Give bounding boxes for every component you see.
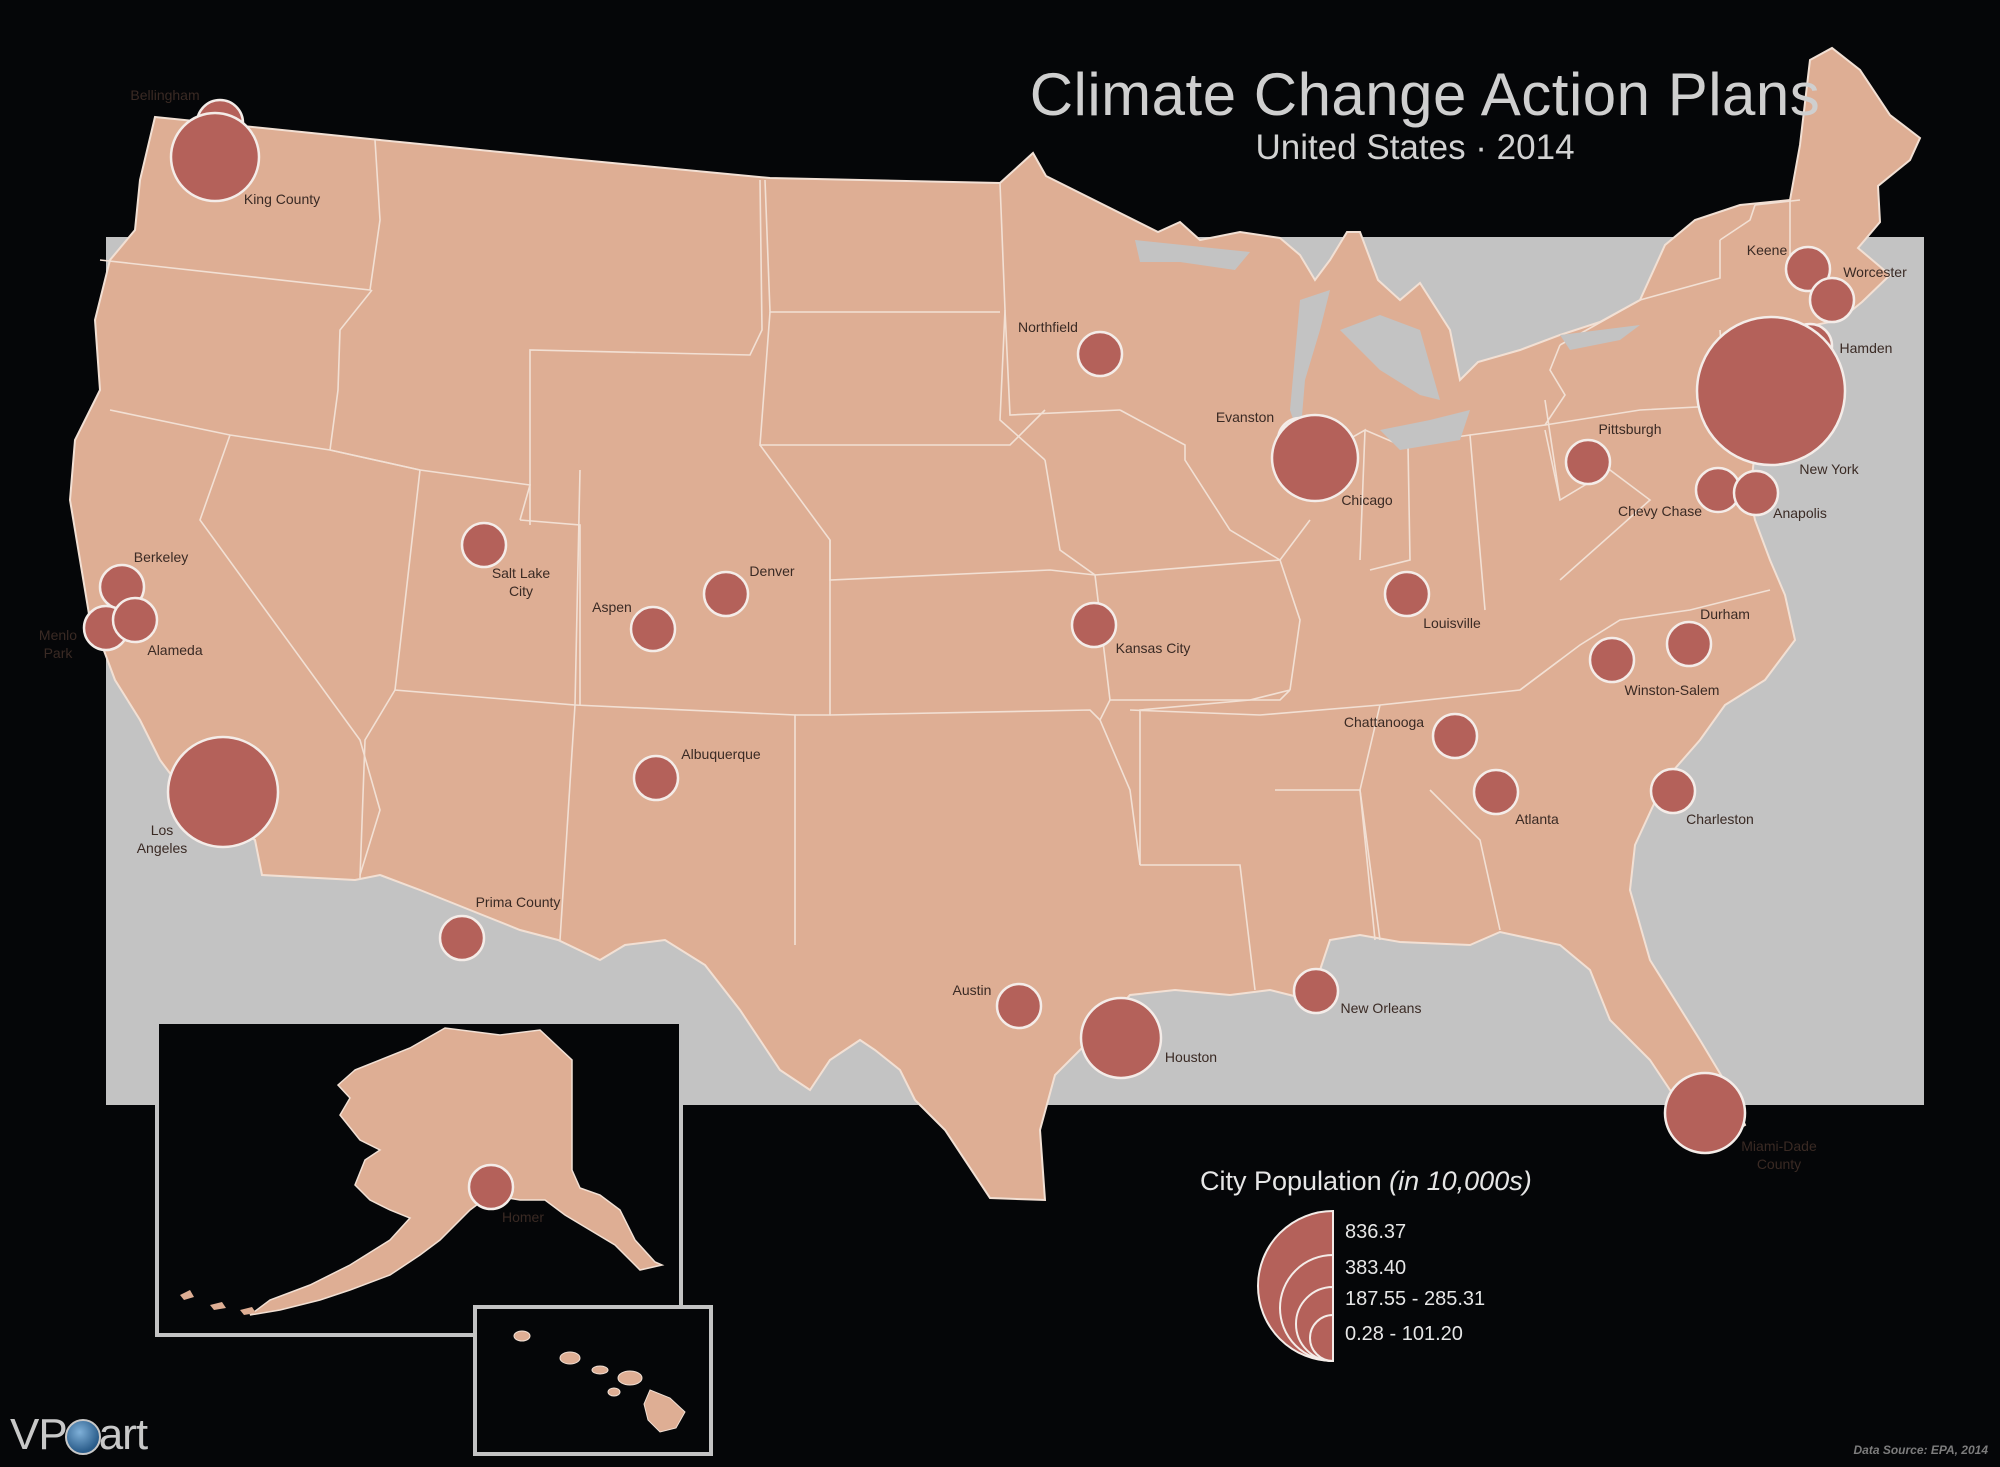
city-bubble-alameda[interactable] (111, 596, 159, 644)
city-label-keene: Keene (1747, 242, 1788, 258)
city-label-worcester: Worcester (1843, 264, 1907, 280)
city-label-salt-lake-city: Salt Lake City (492, 565, 551, 599)
city-bubble-miami-dade-county[interactable] (1663, 1071, 1747, 1155)
legend-bubble-101 (1309, 1313, 1334, 1363)
city-label-anapolis: Anapolis (1773, 505, 1827, 521)
brand-left: VP (10, 1410, 68, 1459)
great-lakes (1135, 240, 1640, 450)
city-label-chevy-chase: Chevy Chase (1618, 503, 1702, 519)
city-bubble-louisville[interactable] (1383, 570, 1431, 618)
city-label-houston: Houston (1165, 1049, 1217, 1065)
city-label-louisville: Louisville (1423, 615, 1481, 631)
city-label-chicago: Chicago (1341, 492, 1393, 508)
city-label-los-angeles: Los Angeles (137, 822, 188, 856)
city-bubble-durham[interactable] (1665, 620, 1713, 668)
city-label-northfield: Northfield (1018, 319, 1078, 335)
legend-class-2: 383.40 (1345, 1257, 1407, 1279)
city-label-homer: Homer (502, 1209, 544, 1225)
data-source: Data Source: EPA, 2014 (1853, 1443, 1988, 1457)
city-bubble-worcester[interactable] (1808, 276, 1856, 324)
legend-title-text: City Population (1200, 1166, 1382, 1196)
city-bubble-salt-lake-city[interactable] (460, 521, 508, 569)
legend-title-units: (in 10,000s) (1389, 1166, 1532, 1196)
brand-right: art (98, 1410, 148, 1459)
city-label-kansas-city: Kansas City (1116, 640, 1191, 656)
map-subtitle: United States · 2014 (1255, 128, 1575, 167)
hawaii-inset-frame (473, 1305, 713, 1456)
vpcart-logo: VP art (10, 1410, 148, 1460)
city-label-hamden: Hamden (1840, 340, 1893, 356)
city-bubble-king-county[interactable] (169, 111, 261, 203)
city-bubble-winston-salem[interactable] (1588, 636, 1636, 684)
city-label-berkeley: Berkeley (134, 549, 188, 565)
city-label-new-orleans: New Orleans (1341, 1000, 1422, 1016)
us-lower48-land (68, 46, 1922, 1202)
city-label-atlanta: Atlanta (1515, 811, 1559, 827)
city-bubble-anapolis[interactable] (1732, 469, 1780, 517)
city-label-aspen: Aspen (592, 599, 632, 615)
legend-class-1: 836.37 (1345, 1221, 1407, 1243)
city-label-austin: Austin (953, 982, 992, 998)
city-label-king-county: King County (244, 191, 320, 207)
city-bubble-chattanooga[interactable] (1431, 712, 1479, 760)
hawaii-islands (513, 1330, 686, 1433)
city-label-new-york: New York (1799, 461, 1859, 477)
city-bubble-prima-county[interactable] (438, 914, 486, 962)
globe-icon (64, 1419, 101, 1456)
city-bubbles (82, 98, 1856, 1211)
city-bubble-chicago[interactable] (1270, 413, 1360, 503)
legend-title: City Population (in 10,000s) (1200, 1166, 1532, 1197)
city-bubble-albuquerque[interactable] (632, 754, 680, 802)
city-label-miami-dade-county: Miami-Dade County (1741, 1138, 1817, 1172)
city-label-prima-county: Prima County (476, 894, 561, 910)
city-label-charleston: Charleston (1686, 811, 1754, 827)
city-label-evanston: Evanston (1216, 409, 1274, 425)
city-bubble-homer[interactable] (467, 1163, 515, 1211)
city-bubble-new-orleans[interactable] (1292, 967, 1340, 1015)
city-label-alameda: Alameda (147, 642, 202, 658)
city-label-chattanooga: Chattanooga (1344, 714, 1424, 730)
city-bubble-charleston[interactable] (1649, 767, 1697, 815)
city-label-menlo-park: Menlo Park (39, 627, 77, 661)
city-bubble-kansas-city[interactable] (1070, 601, 1118, 649)
city-label-durham: Durham (1700, 606, 1750, 622)
city-bubble-atlanta[interactable] (1472, 768, 1520, 816)
legend-bubbles (1257, 1209, 1334, 1363)
city-bubble-los-angeles[interactable] (166, 735, 280, 849)
city-label-pittsburgh: Pittsburgh (1598, 421, 1661, 437)
city-labels: Bellingham King County Northfield Evanston C… (39, 87, 1907, 1225)
alaska-land (249, 1027, 665, 1316)
city-bubble-keene[interactable] (1784, 245, 1832, 293)
map-title: Climate Change Action Plans (1029, 61, 1821, 128)
city-label-winston-salem: Winston-Salem (1625, 682, 1720, 698)
city-label-denver: Denver (749, 563, 794, 579)
city-label-bellingham: Bellingham (130, 87, 199, 103)
city-bubble-northfield[interactable] (1076, 330, 1124, 378)
city-bubble-houston[interactable] (1079, 996, 1163, 1080)
legend-class-3: 187.55 - 285.31 (1345, 1288, 1486, 1310)
city-label-albuquerque: Albuquerque (681, 746, 761, 762)
legend-class-4: 0.28 - 101.20 (1345, 1323, 1463, 1345)
city-bubble-austin[interactable] (995, 982, 1043, 1030)
city-bubble-aspen[interactable] (629, 605, 677, 653)
city-bubble-new-york[interactable] (1695, 315, 1847, 467)
city-bubble-pittsburgh[interactable] (1564, 438, 1612, 486)
city-bubble-denver[interactable] (702, 570, 750, 618)
